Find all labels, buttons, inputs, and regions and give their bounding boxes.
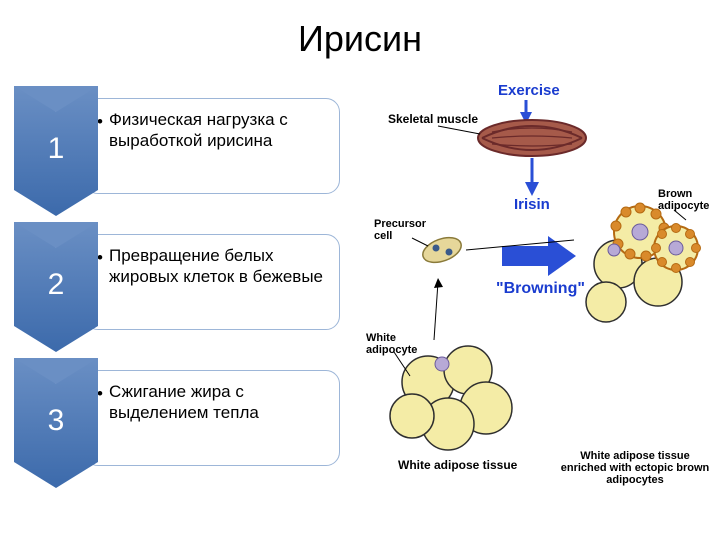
step-card-3: • Сжигание жира с выделением тепла — [84, 370, 340, 466]
step-text: Сжигание жира с выделением тепла — [109, 382, 259, 422]
label-white-adipocyte: White adipocyte — [366, 332, 426, 356]
chevron-2: 2 — [14, 222, 98, 352]
step-row-1: • Физическая нагрузка с выработкой ириси… — [14, 86, 354, 216]
label-precursor: Precursor cell — [374, 218, 434, 242]
chevron-3: 3 — [14, 358, 98, 488]
step-text: Физическая нагрузка с выработкой ирисина — [109, 110, 288, 150]
step-text: Превращение белых жировых клеток в бежев… — [109, 246, 323, 286]
step-row-3: • Сжигание жира с выделением тепла 3 — [14, 358, 354, 488]
step-stack: • Физическая нагрузка с выработкой ириси… — [14, 86, 354, 494]
label-brown-adipocyte: Brown adipocyte — [658, 188, 718, 212]
irisin-diagram: Exercise Skeletal muscle — [374, 82, 706, 512]
label-white-tissue: White adipose tissue — [398, 458, 517, 472]
page-title: Ирисин — [0, 18, 720, 60]
label-irisin: Irisin — [514, 196, 550, 213]
chevron-1: 1 — [14, 86, 98, 216]
step-row-2: • Превращение белых жировых клеток в беж… — [14, 222, 354, 352]
step-number: 2 — [14, 268, 98, 302]
step-card-2: • Превращение белых жировых клеток в беж… — [84, 234, 340, 330]
label-enriched: White adipose tissue enriched with ectop… — [560, 450, 710, 486]
white-adipose-cluster — [390, 346, 512, 450]
step-number: 3 — [14, 404, 98, 438]
step-number: 1 — [14, 132, 98, 166]
step-card-1: • Физическая нагрузка с выработкой ириси… — [84, 98, 340, 194]
label-browning: "Browning" — [496, 280, 585, 298]
